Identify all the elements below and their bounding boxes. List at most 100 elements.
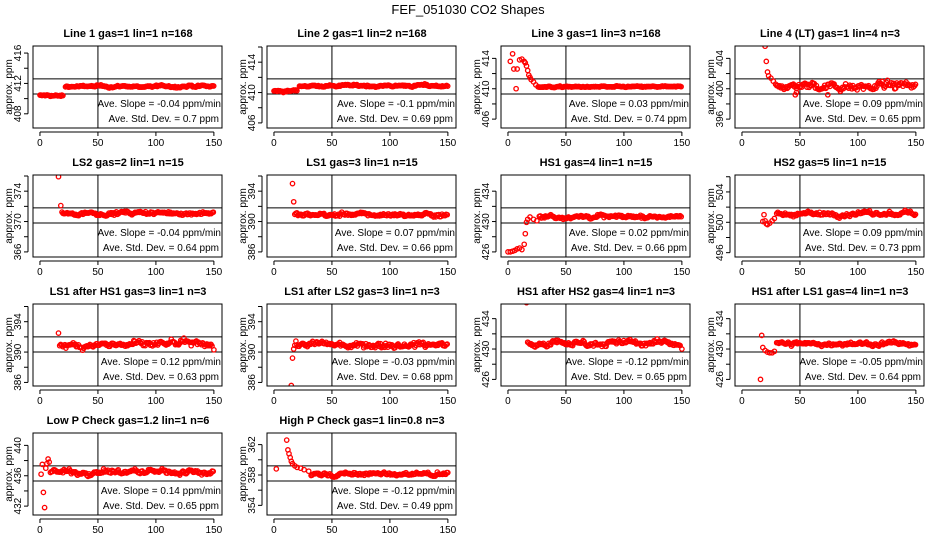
data-point <box>758 332 765 339</box>
data-points <box>505 211 685 255</box>
data-point <box>786 211 793 218</box>
plot-frame <box>32 303 223 387</box>
data-point <box>42 465 49 472</box>
data-points <box>273 437 451 480</box>
x-tick-label: 0 <box>739 396 745 407</box>
x-tick-label: 150 <box>206 525 223 536</box>
plot-frame <box>32 174 223 258</box>
x-tick-label: 150 <box>908 138 925 149</box>
plot-frame <box>32 432 223 516</box>
data-point <box>513 85 519 92</box>
x-tick-label: 150 <box>908 267 925 278</box>
std-dev-annotation: Ave. Std. Dev. = 0.7 ppm <box>108 114 219 125</box>
data-point <box>519 246 525 253</box>
slope-annotation: Ave. Slope = 0.09 ppm/min <box>803 99 923 110</box>
data-point <box>677 212 683 219</box>
x-tick-label: 150 <box>206 138 223 149</box>
x-tick-label: 150 <box>908 396 925 407</box>
x-tick-label: 50 <box>794 267 806 278</box>
y-tick-label: 394 <box>13 313 24 330</box>
data-points <box>762 46 919 98</box>
x-tick-label: 100 <box>148 267 165 278</box>
y-tick-label: 370 <box>13 213 24 230</box>
x-tick-label: 50 <box>560 267 572 278</box>
y-tick-label: 374 <box>13 182 24 199</box>
data-point <box>57 202 64 209</box>
slope-annotation: Ave. Slope = 0.02 ppm/min <box>569 228 689 239</box>
panel-title: HS2 gas=5 lin=1 n=15 <box>774 157 887 169</box>
slope-annotation: Ave. Slope = -0.12 ppm/min <box>332 486 456 497</box>
data-point <box>305 468 312 475</box>
data-point <box>290 346 297 352</box>
std-dev-annotation: Ave. Std. Dev. = 0.65 ppm <box>103 501 219 512</box>
y-axis-label: approx. ppm <box>238 446 249 502</box>
slope-annotation: Ave. Slope = 0.12 ppm/min <box>101 357 221 368</box>
data-points <box>757 332 919 383</box>
y-tick-label: 426 <box>481 243 492 260</box>
y-tick-label: 410 <box>247 84 258 101</box>
x-tick-label: 0 <box>505 267 511 278</box>
y-tick-label: 432 <box>13 497 24 514</box>
y-tick-label: 390 <box>247 343 258 360</box>
x-tick-label: 0 <box>37 267 43 278</box>
data-point <box>532 82 539 88</box>
data-point <box>140 342 147 349</box>
data-point <box>523 304 530 306</box>
data-point <box>678 83 684 90</box>
data-point <box>912 81 919 88</box>
panel-title: HS1 after HS2 gas=4 lin=1 n=3 <box>517 286 675 298</box>
y-tick-label: 394 <box>247 313 258 330</box>
panel-1: Line 1 gas=1 lin=1 n=168 408 412 416approx.… <box>4 28 223 149</box>
x-tick-label: 100 <box>382 525 399 536</box>
x-tick-label: 0 <box>505 138 511 149</box>
plot-frame <box>266 174 457 258</box>
data-point <box>523 219 530 226</box>
std-dev-annotation: Ave. Std. Dev. = 0.66 ppm <box>337 243 453 254</box>
data-points <box>271 81 451 96</box>
slope-annotation: Ave. Slope = -0.05 ppm/min <box>800 357 924 368</box>
data-point <box>522 230 529 237</box>
y-tick-label: 416 <box>13 44 24 61</box>
data-points <box>38 456 217 511</box>
slope-annotation: Ave. Slope = -0.04 ppm/min <box>98 99 222 110</box>
data-point <box>41 504 48 511</box>
x-tick-label: 150 <box>440 525 457 536</box>
x-tick-label: 150 <box>440 138 457 149</box>
data-point <box>603 343 609 350</box>
std-dev-annotation: Ave. Std. Dev. = 0.68 ppm <box>337 372 453 383</box>
x-tick-label: 50 <box>326 267 338 278</box>
y-tick-label: 436 <box>13 467 24 484</box>
data-point <box>444 83 451 89</box>
data-point <box>524 67 531 74</box>
data-point <box>757 376 764 383</box>
y-tick-label: 434 <box>715 310 726 327</box>
data-point <box>762 217 768 224</box>
std-dev-annotation: Ave. Std. Dev. = 0.49 ppm <box>337 501 453 512</box>
data-point <box>509 50 516 57</box>
data-point <box>46 459 53 465</box>
plot-frame <box>500 174 691 258</box>
data-point <box>793 89 800 96</box>
x-tick-label: 50 <box>794 138 806 149</box>
data-point <box>679 346 685 352</box>
y-tick-label: 440 <box>13 437 24 454</box>
data-points <box>37 81 217 100</box>
x-tick-label: 50 <box>794 396 806 407</box>
plot-frame <box>266 45 457 129</box>
y-tick-label: 358 <box>247 466 258 483</box>
x-tick-label: 150 <box>674 396 691 407</box>
data-point <box>294 464 300 471</box>
panel-title: HS1 after LS1 gas=4 lin=1 n=3 <box>752 286 909 298</box>
data-point <box>273 466 280 472</box>
x-tick-label: 0 <box>739 138 745 149</box>
data-point <box>824 91 831 98</box>
y-tick-label: 434 <box>481 182 492 199</box>
y-tick-label: 504 <box>715 183 726 200</box>
panel-title: LS1 after HS1 gas=3 lin=1 n=3 <box>50 286 207 298</box>
data-point <box>510 66 517 72</box>
data-point <box>40 489 47 496</box>
data-point <box>524 339 531 346</box>
y-tick-label: 386 <box>247 243 258 260</box>
panel-13: Low P Check gas=1.2 lin=1 n=6 432 436 440ap… <box>4 415 223 536</box>
